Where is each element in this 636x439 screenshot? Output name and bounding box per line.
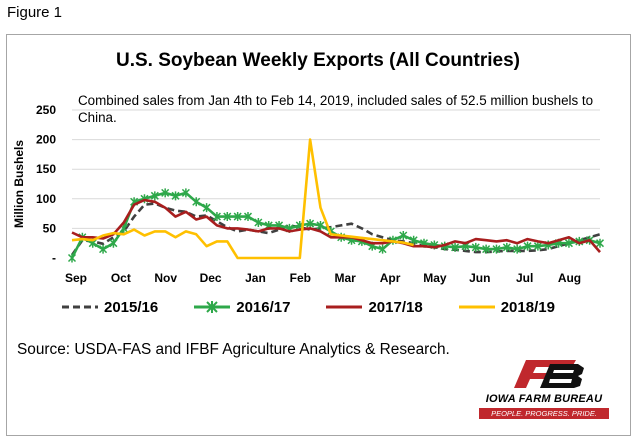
legend-item: 2018/19 bbox=[457, 299, 555, 316]
legend-item: 2015/16 bbox=[60, 299, 158, 316]
series-point bbox=[212, 212, 221, 222]
series-line bbox=[71, 138, 414, 260]
y-tick-label: 50 bbox=[43, 221, 57, 235]
legend-label: 2017/18 bbox=[368, 298, 423, 316]
series-line bbox=[71, 198, 601, 253]
legend-label: 2016/17 bbox=[236, 298, 291, 316]
x-tick-label: Sep bbox=[65, 271, 87, 285]
series-point bbox=[378, 244, 387, 254]
series-point bbox=[192, 197, 201, 207]
series-point bbox=[181, 188, 190, 198]
legend-label: 2015/16 bbox=[104, 298, 159, 316]
y-tick-label: 250 bbox=[36, 103, 56, 117]
series-point bbox=[502, 242, 511, 252]
y-tick-label: 150 bbox=[36, 162, 56, 176]
legend-item: 2017/18 bbox=[324, 298, 423, 316]
series-point bbox=[99, 244, 108, 254]
x-tick-label: Nov bbox=[154, 271, 177, 285]
series-point bbox=[492, 244, 501, 254]
series-point bbox=[306, 219, 315, 229]
x-tick-label: Mar bbox=[335, 271, 357, 285]
series-point bbox=[316, 220, 325, 230]
series-point bbox=[150, 191, 159, 201]
series-point bbox=[171, 191, 180, 201]
legend-label: 2018/19 bbox=[500, 298, 555, 316]
x-tick-label: Jan bbox=[245, 271, 266, 285]
series-point bbox=[399, 231, 408, 241]
iowa-farm-bureau-logo: IOWA FARM BUREAU PEOPLE. PROGRESS. PRIDE… bbox=[474, 358, 614, 424]
series-point bbox=[471, 242, 480, 252]
legend-swatch bbox=[194, 301, 231, 313]
y-tick-label: 100 bbox=[36, 192, 56, 206]
legend-swatch bbox=[458, 305, 495, 309]
fb-logo-mark-icon bbox=[514, 360, 584, 388]
legend-item: 2016/17 bbox=[192, 299, 290, 316]
series-point bbox=[523, 241, 532, 251]
source-note: Source: USDA-FAS and IFBF Agriculture An… bbox=[17, 341, 450, 358]
series-point bbox=[482, 244, 491, 254]
chart-legend: 2015/16 2016/17 2017/18 2018/19 bbox=[60, 296, 589, 318]
x-tick-label: Jun bbox=[469, 271, 490, 285]
legend-swatch bbox=[326, 305, 363, 309]
chart-annotation: Combined sales from Jan 4th to Feb 14, 2… bbox=[78, 93, 594, 125]
y-tick-label: 200 bbox=[36, 133, 56, 147]
series-point bbox=[202, 203, 211, 213]
series-point bbox=[409, 235, 418, 245]
series-point bbox=[513, 244, 522, 254]
series-point bbox=[109, 238, 118, 248]
x-tick-label: Oct bbox=[111, 271, 131, 285]
series-point bbox=[161, 188, 170, 198]
y-axis-title: Million Bushels bbox=[12, 140, 26, 228]
series-point bbox=[67, 253, 77, 263]
series-point bbox=[233, 212, 242, 222]
series-point bbox=[595, 238, 605, 248]
x-tick-label: Aug bbox=[558, 271, 581, 285]
y-tick-label: - bbox=[52, 251, 56, 265]
x-tick-label: Jul bbox=[516, 271, 533, 285]
x-tick-label: Feb bbox=[290, 271, 311, 285]
logo-tagline: PEOPLE. PROGRESS. PRIDE. bbox=[479, 408, 609, 419]
chart-title: U.S. Soybean Weekly Exports (All Countri… bbox=[115, 50, 521, 71]
legend-swatch bbox=[62, 305, 98, 309]
series-point bbox=[243, 212, 253, 222]
series-point bbox=[451, 242, 460, 252]
x-tick-label: Dec bbox=[200, 271, 222, 285]
figure-label: Figure 1 bbox=[7, 4, 63, 21]
series-point bbox=[254, 217, 263, 227]
series-point bbox=[564, 238, 573, 248]
series-point bbox=[533, 241, 542, 251]
x-tick-label: May bbox=[423, 271, 447, 285]
x-tick-label: Apr bbox=[380, 271, 401, 285]
series-point bbox=[223, 212, 232, 222]
logo-org-name: IOWA FARM BUREAU bbox=[485, 393, 603, 405]
